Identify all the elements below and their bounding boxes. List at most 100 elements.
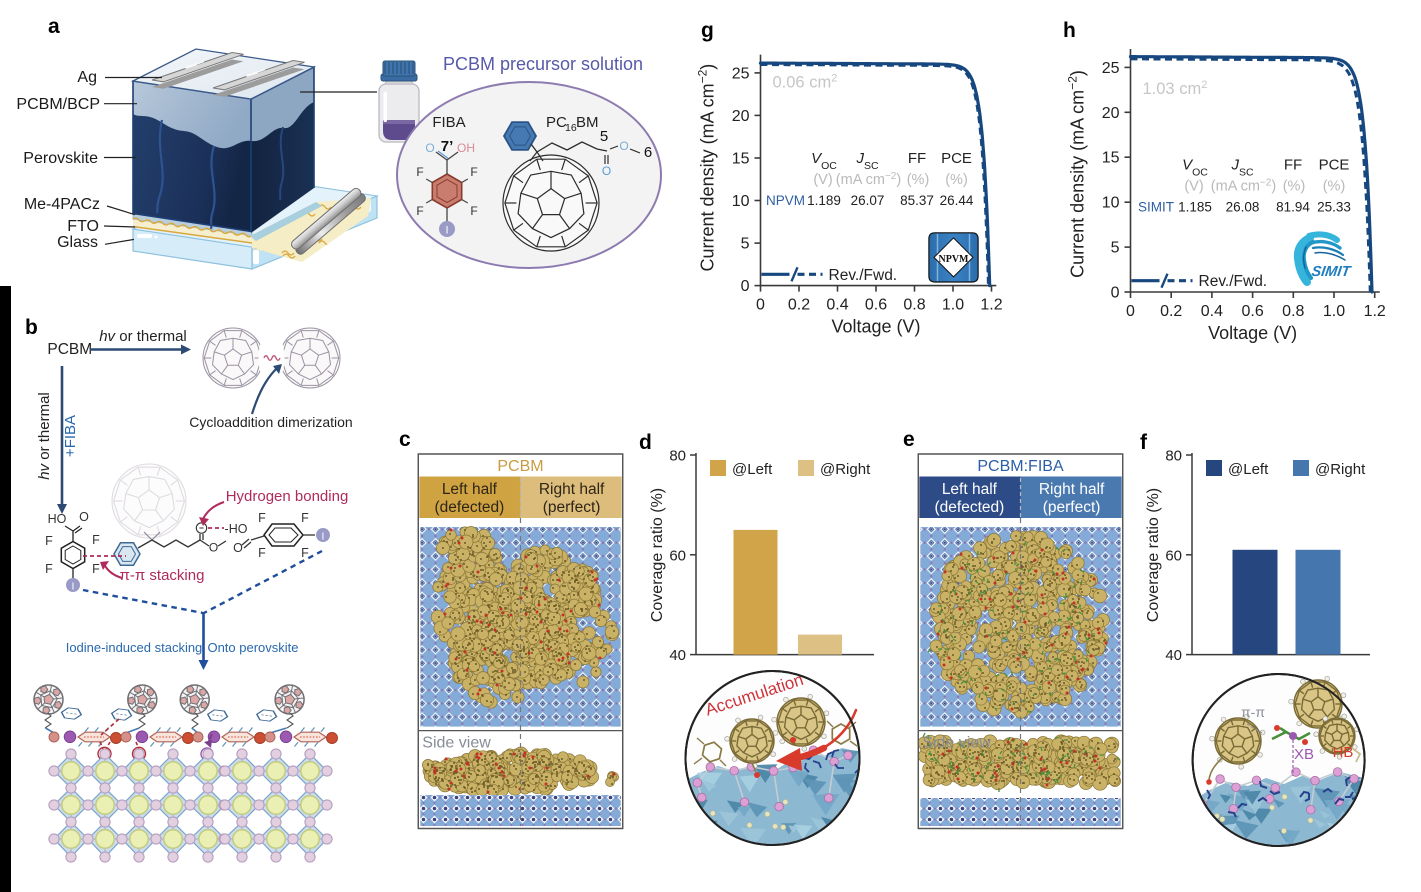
- svg-text:85.37: 85.37: [900, 193, 934, 208]
- svg-text:80: 80: [1165, 448, 1182, 465]
- svg-text:PCE: PCE: [941, 150, 972, 167]
- svg-text:26.08: 26.08: [1226, 199, 1260, 214]
- svg-text:F: F: [416, 204, 423, 218]
- svg-text:0: 0: [1111, 285, 1120, 302]
- svg-text:(%): (%): [945, 172, 968, 188]
- svg-text:F: F: [258, 511, 266, 525]
- svg-text:Iodine-induced stacking: Iodine-induced stacking: [66, 640, 203, 655]
- svg-text:O: O: [602, 164, 611, 178]
- svg-text:I: I: [72, 581, 75, 593]
- svg-text:F: F: [92, 562, 100, 576]
- svg-text:PCBM: PCBM: [497, 458, 543, 475]
- svg-text:1.2: 1.2: [1364, 303, 1386, 320]
- svg-text:+FIBA: +FIBA: [62, 415, 79, 457]
- svg-text:0.06 cm2: 0.06 cm2: [773, 73, 838, 92]
- svg-text:(%): (%): [1283, 178, 1306, 194]
- svg-text:PC: PC: [546, 114, 567, 131]
- svg-text:O: O: [619, 139, 628, 153]
- svg-text:JSC: JSC: [855, 150, 879, 172]
- svg-text:0: 0: [1126, 303, 1135, 320]
- svg-text:JSC: JSC: [1230, 156, 1254, 178]
- svg-text:81.94: 81.94: [1276, 199, 1310, 214]
- svg-text:(perfect): (perfect): [1043, 499, 1101, 516]
- svg-text:hv or thermal: hv or thermal: [36, 392, 53, 480]
- svg-text:(%): (%): [907, 172, 930, 188]
- svg-text:Me-4PACz: Me-4PACz: [24, 196, 100, 213]
- svg-text:(defected): (defected): [435, 499, 505, 516]
- svg-text:Cycloaddition dimerization: Cycloaddition dimerization: [189, 414, 352, 430]
- svg-text:π-π stacking: π-π stacking: [120, 567, 205, 584]
- svg-text:1.185: 1.185: [1178, 199, 1212, 214]
- svg-text:Side view: Side view: [922, 735, 991, 752]
- svg-text:0: 0: [756, 297, 765, 314]
- svg-text:SIMIT: SIMIT: [1310, 264, 1352, 280]
- svg-text:Coverage ratio (%): Coverage ratio (%): [649, 488, 666, 622]
- svg-text:40: 40: [1165, 647, 1182, 664]
- svg-text:Right half: Right half: [539, 481, 605, 498]
- svg-text:-HO: -HO: [225, 522, 248, 536]
- svg-text:60: 60: [669, 547, 686, 564]
- svg-text:F: F: [470, 204, 477, 218]
- svg-text:0.4: 0.4: [826, 297, 848, 314]
- svg-text:O: O: [209, 541, 218, 555]
- svg-text:15: 15: [732, 150, 750, 167]
- svg-text:I: I: [445, 225, 448, 237]
- svg-text:PCBM precursor solution: PCBM precursor solution: [443, 54, 643, 74]
- svg-text:Voltage (V): Voltage (V): [831, 317, 920, 337]
- svg-text:O: O: [233, 541, 243, 555]
- svg-text:@Right: @Right: [1315, 461, 1366, 478]
- svg-text:Coverage ratio (%): Coverage ratio (%): [1145, 488, 1162, 622]
- svg-text:0.2: 0.2: [1160, 303, 1182, 320]
- svg-text:0.8: 0.8: [1282, 303, 1304, 320]
- svg-text:1.03 cm2: 1.03 cm2: [1143, 79, 1208, 98]
- svg-text:PCBM: PCBM: [47, 341, 92, 358]
- svg-text:10: 10: [1102, 195, 1120, 212]
- svg-text:26.44: 26.44: [940, 193, 974, 208]
- svg-text:O: O: [425, 141, 434, 155]
- svg-text:HB: HB: [1333, 744, 1354, 761]
- svg-text:@Left: @Left: [1228, 461, 1269, 478]
- svg-text:g: g: [701, 19, 714, 42]
- svg-text:1.189: 1.189: [807, 193, 841, 208]
- svg-text:Side view: Side view: [422, 735, 491, 752]
- svg-text:PCBM:FIBA: PCBM:FIBA: [977, 458, 1064, 475]
- svg-text:1.0: 1.0: [942, 297, 964, 314]
- svg-text:20: 20: [732, 108, 750, 125]
- svg-text:b: b: [25, 316, 38, 339]
- svg-text:F: F: [45, 562, 53, 576]
- svg-text:1.2: 1.2: [980, 297, 1002, 314]
- svg-text:VOC: VOC: [1182, 156, 1208, 178]
- svg-text:0.6: 0.6: [1241, 303, 1263, 320]
- svg-text:0.2: 0.2: [788, 297, 810, 314]
- svg-text:5: 5: [741, 236, 750, 253]
- svg-text:Rev./Fwd.: Rev./Fwd.: [829, 267, 898, 284]
- svg-text:FF: FF: [908, 150, 926, 167]
- svg-text:OH: OH: [457, 141, 475, 155]
- svg-text:(%): (%): [1323, 178, 1346, 194]
- svg-text:XB: XB: [1294, 746, 1314, 763]
- svg-text:e: e: [903, 428, 915, 451]
- svg-text:Left half: Left half: [442, 481, 498, 498]
- svg-text:VOC: VOC: [811, 150, 837, 172]
- svg-text:80: 80: [669, 448, 686, 465]
- svg-text:hv or thermal: hv or thermal: [99, 328, 187, 345]
- svg-text:5: 5: [600, 128, 608, 145]
- svg-text:F: F: [301, 546, 309, 560]
- svg-text:Glass: Glass: [57, 234, 98, 251]
- svg-text:SIMIT: SIMIT: [1138, 199, 1174, 214]
- svg-text:16: 16: [565, 122, 577, 134]
- svg-text:F: F: [92, 533, 100, 547]
- svg-text:0.8: 0.8: [903, 297, 925, 314]
- svg-text:d: d: [639, 431, 652, 454]
- svg-text:FIBA: FIBA: [432, 114, 465, 131]
- svg-text:@Left: @Left: [732, 461, 773, 478]
- svg-text:1.0: 1.0: [1323, 303, 1345, 320]
- svg-text:Left half: Left half: [942, 481, 998, 498]
- svg-text:0.4: 0.4: [1201, 303, 1223, 320]
- svg-text:Hydrogen bonding: Hydrogen bonding: [226, 488, 349, 505]
- svg-text:c: c: [399, 428, 411, 451]
- svg-text:F: F: [45, 534, 53, 548]
- svg-text:40: 40: [669, 647, 686, 664]
- svg-text:Current density (mA cm−2): Current density (mA cm−2): [696, 64, 718, 272]
- svg-text:FTO: FTO: [67, 218, 99, 235]
